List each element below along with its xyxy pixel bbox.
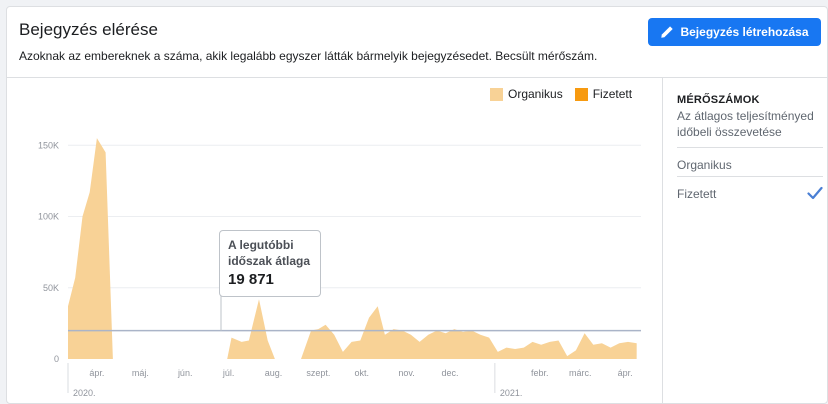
x-tick-label: febr. — [531, 368, 549, 378]
vertical-divider — [662, 78, 663, 404]
x-tick-label: márc. — [569, 368, 592, 378]
y-tick-label: 100K — [38, 212, 59, 222]
legend-label-paid: Fizetett — [592, 87, 633, 101]
average-tooltip: A legutóbbi időszak átlaga 19 871 — [219, 230, 321, 297]
x-tick-label: ápr. — [618, 368, 633, 378]
tooltip-value: 19 871 — [228, 271, 274, 288]
sidebar-item-organic[interactable]: Organikus — [677, 158, 732, 172]
x-tick-label: aug. — [265, 368, 283, 378]
x-tick-label: jún. — [177, 368, 193, 378]
post-reach-card: Bejegyzés elérése Azoknak az embereknek … — [6, 6, 828, 404]
x-tick-label: júl. — [222, 368, 235, 378]
reach-chart: 0 50K 100K 150K ápr. máj. jún. júl. aug. szept. ok… — [38, 138, 641, 398]
x-tick-label: ápr. — [89, 368, 104, 378]
y-tick-label: 150K — [38, 140, 59, 150]
x-tick-label: okt. — [354, 368, 369, 378]
legend-item-organic[interactable]: Organikus — [490, 87, 563, 101]
x-tick-label: nov. — [398, 368, 414, 378]
y-tick-label: 0 — [54, 354, 59, 364]
create-post-label: Bejegyzés létrehozása — [680, 25, 809, 39]
x-tick-label: máj. — [132, 368, 149, 378]
chart-legend: Organikus Fizetett — [490, 87, 632, 101]
sidebar-item-paid[interactable]: Fizetett — [677, 187, 717, 201]
legend-swatch-organic — [490, 87, 503, 101]
page-title: Bejegyzés elérése — [19, 20, 158, 39]
legend-label-organic: Organikus — [508, 87, 563, 101]
card-subtitle: Azoknak az embereknek a száma, akik lega… — [19, 49, 598, 63]
metrics-description: Az átlagos teljesítményed időbeli összev… — [677, 109, 814, 139]
organic-area — [68, 138, 637, 359]
year-label: 2020. — [73, 388, 96, 398]
metrics-heading: MÉRŐSZÁMOK — [677, 94, 760, 106]
y-tick-label: 50K — [43, 283, 59, 293]
card-header: Bejegyzés elérése Azoknak az embereknek … — [7, 7, 827, 78]
x-tick-label: dec. — [441, 368, 458, 378]
legend-swatch-paid — [574, 87, 588, 101]
sidebar-divider — [677, 147, 823, 148]
tooltip-label: A legutóbbi időszak átlaga — [228, 238, 311, 268]
legend-item-paid[interactable]: Fizetett — [574, 87, 633, 101]
sidebar-divider — [677, 176, 823, 177]
create-post-button[interactable]: Bejegyzés létrehozása — [648, 18, 821, 46]
pencil-icon — [661, 26, 674, 38]
year-label: 2021. — [500, 388, 523, 398]
checkmark-icon — [807, 186, 823, 200]
chart-area: 0 50K 100K 150K ápr. máj. jún. júl. aug. szept. ok… — [7, 78, 662, 404]
x-tick-label: szept. — [306, 368, 330, 378]
